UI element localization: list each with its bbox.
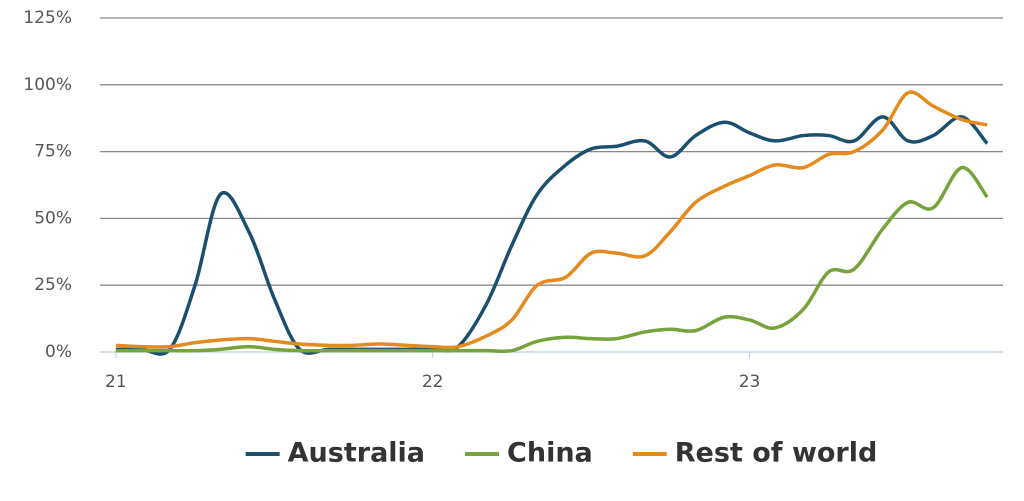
- series-line: [115, 90, 988, 350]
- x-tick-label: 21: [105, 372, 127, 392]
- legend-label: Rest of world: [675, 438, 878, 469]
- x-tick-label: 23: [739, 372, 761, 392]
- y-tick-label: 50%: [34, 208, 72, 228]
- y-tick-label: 25%: [34, 275, 72, 295]
- y-tick-label: 125%: [23, 8, 72, 28]
- x-tick-label: 22: [422, 372, 444, 392]
- y-tick-label: 75%: [34, 142, 72, 162]
- series-line: [115, 115, 989, 356]
- y-tick-label: 100%: [23, 75, 72, 95]
- legend-label: Australia: [288, 438, 425, 469]
- y-tick-label: 0%: [45, 342, 72, 362]
- legend-label: China: [507, 438, 593, 469]
- series-line: [115, 165, 989, 354]
